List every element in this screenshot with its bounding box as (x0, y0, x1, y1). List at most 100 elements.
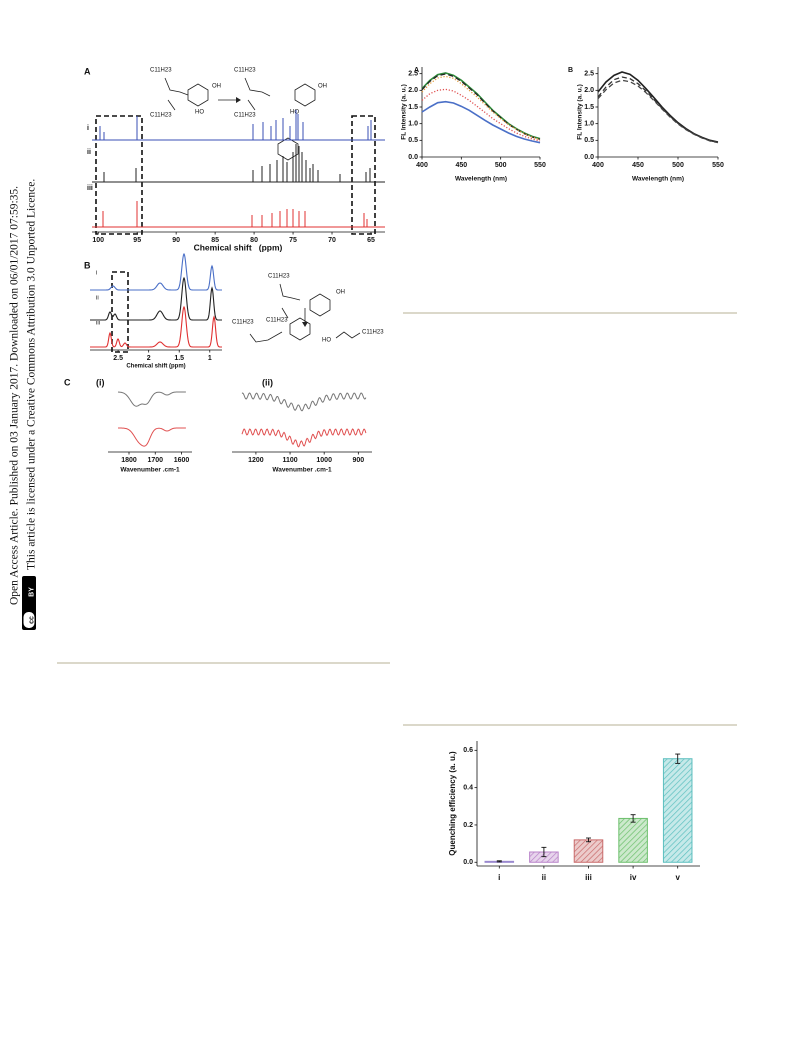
x-tick-label: iii (585, 873, 592, 882)
bar (662, 758, 693, 863)
sidebar-line: Open Access Article. Published on 03 Jan… (9, 186, 21, 605)
y-axis-title: Quenching efficiency (a. u.) (448, 751, 457, 856)
y-tick-label: 0.5 (584, 137, 594, 144)
structure-label: OH (212, 84, 221, 90)
structure-label: C11H23 (232, 320, 254, 326)
x-tick-label: i (498, 873, 500, 882)
structure-label: HO (195, 110, 204, 116)
licence-badge-cc (23, 612, 35, 628)
panel-label: C (64, 377, 71, 387)
row-label: iii (96, 321, 100, 327)
x-axis-title: Wavelength (nm) (455, 176, 507, 183)
arrow-head (236, 97, 241, 103)
spectrum-line (90, 252, 222, 291)
y-tick-label: 0.0 (463, 859, 473, 866)
axis-title: Chemical shift (ppm) (194, 242, 283, 252)
row-label: i (87, 125, 89, 132)
chemical-structures (164, 77, 361, 343)
data-line (421, 72, 541, 140)
structure-label: C11H23 (150, 113, 172, 119)
y-tick-label: 1.0 (408, 121, 418, 128)
structure-label: C11H23 (234, 68, 256, 74)
y-axis-title: FL Intensity (a. u.) (401, 84, 408, 140)
y-tick-label: 1.5 (584, 104, 594, 111)
y-tick-label: 2.0 (584, 87, 594, 94)
x-tick-label: 1 (208, 355, 212, 362)
structure-label: OH (336, 290, 345, 296)
x-tick-label: 1800 (121, 457, 137, 464)
structure-label: HO (290, 110, 299, 116)
highlight-box (111, 271, 129, 353)
row-label: ii (96, 296, 99, 302)
data-line (421, 100, 541, 144)
ir-spectrum (241, 392, 367, 412)
row-label: iii (87, 185, 93, 192)
y-tick-label: 0.2 (463, 822, 473, 829)
x-tick-label: 100 (92, 237, 104, 244)
x-tick-label: 450 (455, 162, 467, 169)
highlight-box (95, 115, 143, 235)
x-tick-label: 1.5 (174, 355, 184, 362)
y-tick-label: 1.0 (584, 121, 594, 128)
structure-label: C11H23 (362, 330, 384, 336)
data-line (421, 88, 541, 142)
x-tick-label: 2 (147, 355, 151, 362)
structure-label: C11H23 (150, 68, 172, 74)
x-tick-label: 450 (632, 162, 644, 169)
panel-label: (ii) (262, 377, 273, 387)
y-tick-label: 0.0 (408, 154, 418, 161)
y-tick-label: 2.0 (408, 87, 418, 94)
x-tick-label: 90 (172, 237, 180, 244)
y-tick-label: 0.4 (463, 784, 473, 791)
panel-label: A (414, 67, 419, 74)
x-tick-label: v (675, 873, 680, 882)
structure-label: OH (318, 84, 327, 90)
row-label: ii (87, 149, 91, 156)
spectrum-line (90, 276, 222, 321)
x-tick-label: 85 (211, 237, 219, 244)
data-line (421, 75, 541, 141)
ir-spectrum (117, 391, 186, 407)
panel-label: B (84, 260, 91, 270)
y-tick-label: 2.5 (584, 71, 594, 78)
structure-label: HO (322, 338, 331, 344)
badge-text: cc (28, 616, 35, 624)
structure-label: C11H23 (268, 274, 290, 280)
panel-label: B (568, 67, 573, 74)
x-tick-label: 95 (133, 237, 141, 244)
ir-spectrum (241, 428, 367, 448)
x-tick-label: 1700 (147, 457, 163, 464)
x-tick-label: 900 (352, 457, 364, 464)
axis-title: Wavenumber .cm-1 (120, 467, 180, 474)
row-label: i (96, 271, 97, 277)
spectrum-line (90, 305, 222, 348)
structure-label: C11H23 (266, 318, 288, 324)
panel-label: A (84, 66, 91, 76)
x-tick-label: 70 (328, 237, 336, 244)
x-tick-label: 65 (367, 237, 375, 244)
axis-title: Chemical shift (ppm) (126, 364, 185, 370)
ir-spectrum (117, 427, 186, 447)
y-tick-label: 2.5 (408, 71, 418, 78)
panel-label: (i) (96, 377, 105, 387)
sidebar-line: This article is licensed under a Creativ… (26, 179, 38, 570)
y-tick-label: 0.0 (584, 154, 594, 161)
x-tick-label: 1200 (248, 457, 264, 464)
data-line (597, 76, 719, 143)
bar (618, 817, 648, 863)
x-tick-label: 400 (592, 162, 604, 169)
x-tick-label: 500 (495, 162, 507, 169)
x-tick-label: 2.5 (113, 355, 123, 362)
x-tick-label: 550 (534, 162, 546, 169)
x-tick-label: 1100 (282, 457, 297, 464)
data-line (597, 79, 719, 144)
x-tick-label: ii (542, 873, 546, 882)
x-tick-label: iv (630, 873, 637, 882)
x-tick-label: 500 (672, 162, 684, 169)
x-tick-label: 550 (712, 162, 724, 169)
badge-text: BY (28, 587, 35, 597)
highlight-box (351, 115, 376, 235)
x-tick-label: 1600 (174, 457, 190, 464)
